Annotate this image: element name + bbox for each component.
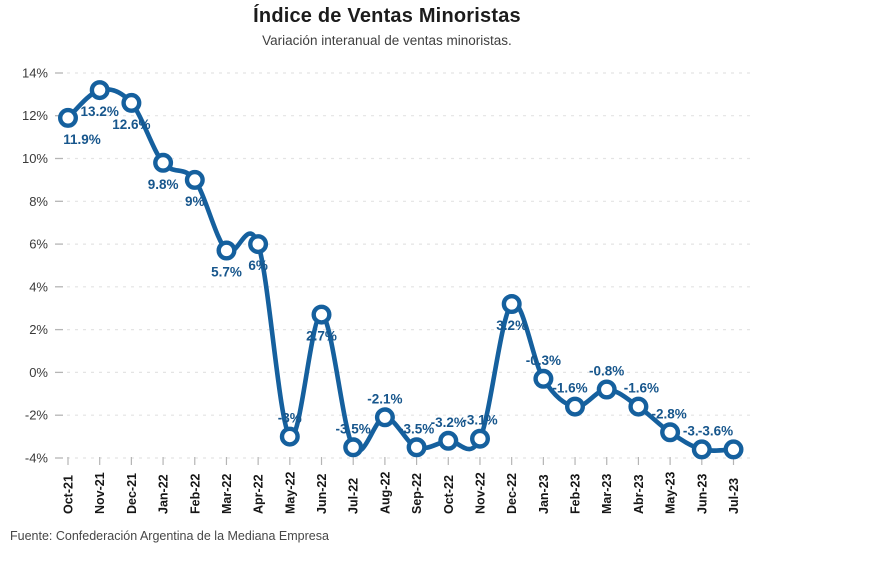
svg-text:8%: 8% xyxy=(29,194,48,209)
svg-text:Jun-22: Jun-22 xyxy=(315,474,329,514)
svg-text:Nov-22: Nov-22 xyxy=(474,472,488,514)
point-labels: 11.9%13.2%12.6%9.8%9%5.7% 6%-3%2.7%-3.5%-… xyxy=(63,104,733,438)
svg-text:-3.5%: -3.5% xyxy=(336,421,371,436)
svg-text:6%: 6% xyxy=(248,258,268,273)
svg-text:3.2%: 3.2% xyxy=(496,318,527,333)
svg-text:9.8%: 9.8% xyxy=(148,177,179,192)
svg-text:Mar-23: Mar-23 xyxy=(600,474,614,514)
svg-text:Jan-23: Jan-23 xyxy=(537,474,551,514)
svg-text:Oct-22: Oct-22 xyxy=(442,475,456,514)
y-axis: 14% 12% 10% 8% 6% 4% 2% 0% -2% -4% xyxy=(22,66,63,466)
svg-text:Jun-23: Jun-23 xyxy=(695,474,709,514)
svg-text:6%: 6% xyxy=(29,237,48,252)
gridlines xyxy=(67,72,750,459)
data-point-markers xyxy=(58,80,744,460)
svg-text:-3.5%: -3.5% xyxy=(399,421,434,436)
svg-text:-1.6%: -1.6% xyxy=(552,381,587,396)
svg-text:Mar-22: Mar-22 xyxy=(220,474,234,514)
svg-text:May-22: May-22 xyxy=(283,472,297,514)
svg-text:14%: 14% xyxy=(22,66,48,81)
svg-text:5.7%: 5.7% xyxy=(211,265,242,280)
chart-header: Índice de Ventas Minoristas Variación in… xyxy=(0,5,774,48)
svg-text:Abr-23: Abr-23 xyxy=(632,474,646,514)
svg-text:12%: 12% xyxy=(22,108,48,123)
svg-text:-2%: -2% xyxy=(25,408,49,423)
svg-text:0%: 0% xyxy=(29,365,48,380)
svg-text:11.9%: 11.9% xyxy=(63,132,101,147)
svg-text:Apr-22: Apr-22 xyxy=(252,474,266,514)
svg-text:-1.6%: -1.6% xyxy=(624,381,659,396)
svg-text:Sep-22: Sep-22 xyxy=(410,473,424,514)
svg-text:4%: 4% xyxy=(29,279,48,294)
svg-text:-3.2%: -3.2% xyxy=(431,415,466,430)
chart-subtitle: Variación interanual de ventas minorista… xyxy=(262,33,512,48)
svg-text:13.2%: 13.2% xyxy=(81,104,119,119)
svg-text:Nov-21: Nov-21 xyxy=(93,472,107,514)
svg-text:-0.8%: -0.8% xyxy=(589,364,624,379)
svg-text:-0.3%: -0.3% xyxy=(526,353,561,368)
svg-text:-2.1%: -2.1% xyxy=(367,391,402,406)
svg-text:Feb-23: Feb-23 xyxy=(569,474,583,514)
chart-title: Índice de Ventas Minoristas xyxy=(253,5,521,27)
svg-text:Oct-21: Oct-21 xyxy=(62,475,76,514)
svg-text:-3%: -3% xyxy=(278,411,302,426)
svg-text:Aug-22: Aug-22 xyxy=(378,472,392,514)
svg-text:-4%: -4% xyxy=(25,451,49,466)
svg-text:-3.6%: -3.6% xyxy=(698,423,733,438)
svg-text:2%: 2% xyxy=(29,322,48,337)
svg-text:9%: 9% xyxy=(185,194,205,209)
svg-text:Feb-22: Feb-22 xyxy=(188,474,202,514)
svg-text:Dec-22: Dec-22 xyxy=(505,473,519,514)
svg-text:Jan-22: Jan-22 xyxy=(157,474,171,514)
svg-text:May-23: May-23 xyxy=(664,472,678,514)
svg-text:Jul-22: Jul-22 xyxy=(347,478,361,514)
svg-text:Jul-23: Jul-23 xyxy=(727,478,741,514)
svg-text:12.6%: 12.6% xyxy=(112,117,150,132)
svg-text:-3.1%: -3.1% xyxy=(462,413,497,428)
source-note: Fuente: Confederación Argentina de la Me… xyxy=(10,529,329,543)
svg-text:-2.8%: -2.8% xyxy=(651,406,686,421)
svg-text:Dec-21: Dec-21 xyxy=(125,473,139,514)
svg-text:-3.: -3. xyxy=(683,423,699,438)
x-axis: Oct-21 Nov-21 Dec-21 Jan-22 Feb-22 Mar-22 Apr-… xyxy=(62,457,741,514)
svg-text:10%: 10% xyxy=(22,151,48,166)
svg-text:2.7%: 2.7% xyxy=(306,329,337,344)
